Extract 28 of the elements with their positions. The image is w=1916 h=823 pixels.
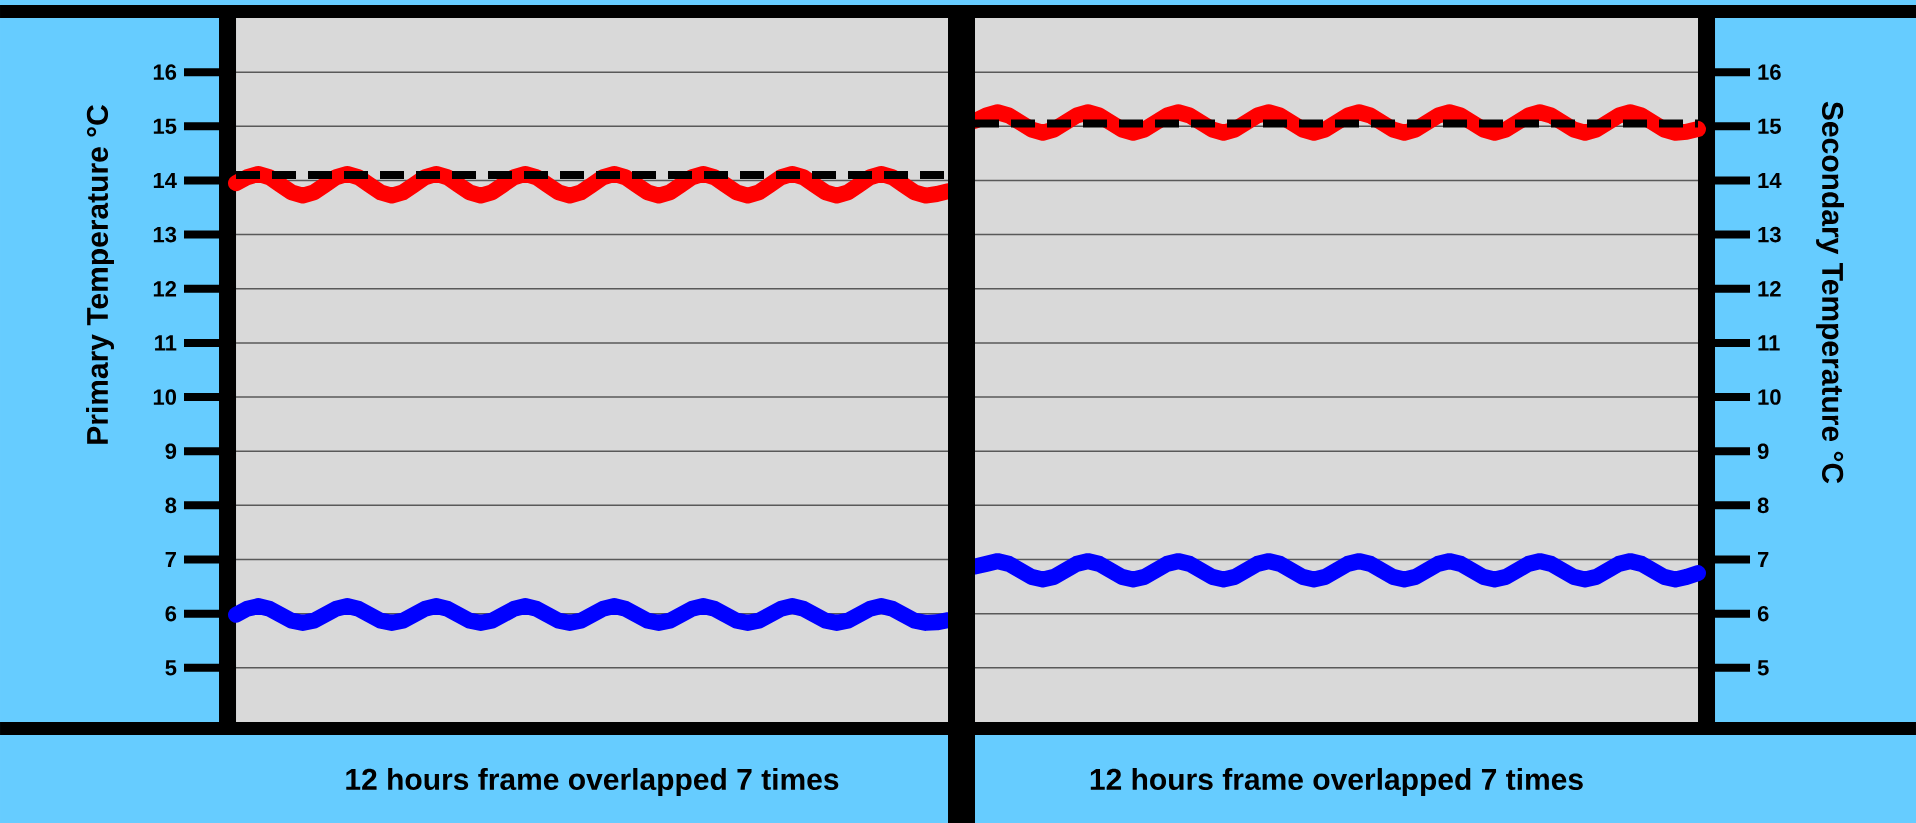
y-tick-label: 14 xyxy=(153,172,177,189)
y-tick-label: 12 xyxy=(1758,281,1781,297)
y-tick-label: 15 xyxy=(1758,118,1781,134)
y-tick-label: 15 xyxy=(153,118,177,134)
y-tick-label: 6 xyxy=(1757,605,1769,622)
y-tick-label: 6 xyxy=(165,605,177,622)
y-tick-label: 12 xyxy=(153,281,177,297)
y-tick-label: 9 xyxy=(165,443,177,460)
y-tick-label: 14 xyxy=(1758,172,1782,189)
y-axis-title: Secondary Temperature °C xyxy=(1816,101,1844,484)
y-tick-label: 10 xyxy=(1758,389,1781,405)
x-axis-title: 12 hours frame overlapped 7 times xyxy=(346,768,839,796)
y-tick-label: 13 xyxy=(1758,226,1781,243)
y-tick-label: 5 xyxy=(165,660,177,676)
y-tick-label: 7 xyxy=(1758,551,1769,568)
y-tick-label: 13 xyxy=(153,226,177,243)
y-tick-label: 9 xyxy=(1757,443,1769,460)
y-tick-label: 11 xyxy=(1758,335,1780,351)
x-axis-title: 12 hours frame overlapped 7 times xyxy=(1090,768,1583,796)
y-tick-label: 8 xyxy=(165,497,177,514)
y-tick-label: 10 xyxy=(153,389,177,405)
y-tick-label: 8 xyxy=(1757,497,1769,514)
y-tick-label: 7 xyxy=(165,551,176,568)
y-tick-label: 16 xyxy=(1758,64,1781,80)
y-axis-title: Primary Temperature °C xyxy=(86,105,114,444)
y-tick-label: 11 xyxy=(155,335,177,351)
y-tick-label: 16 xyxy=(153,64,177,80)
y-tick-label: 5 xyxy=(1757,660,1769,676)
